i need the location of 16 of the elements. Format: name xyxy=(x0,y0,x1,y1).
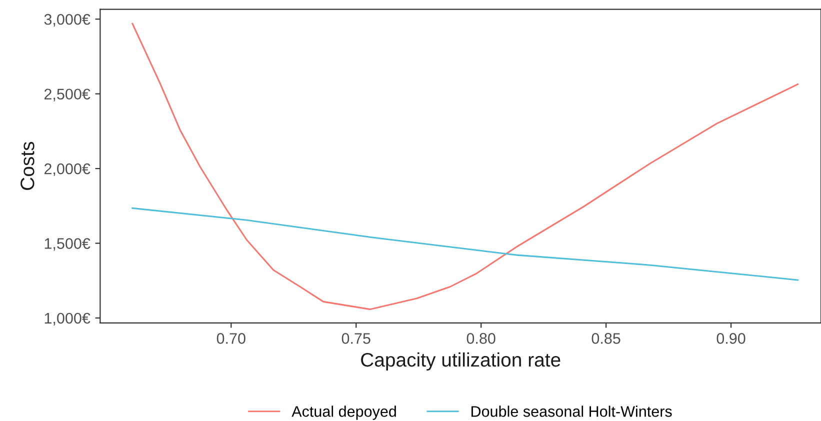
line-series xyxy=(132,22,799,310)
x-tick-label: 0.70 xyxy=(216,333,246,344)
x-tick-label: 0.80 xyxy=(466,333,496,344)
line-series xyxy=(132,207,799,281)
y-tick-label: 2,000€ xyxy=(44,163,90,176)
x-tick-label: 0.85 xyxy=(592,333,620,344)
y-tick-label: 2,500€ xyxy=(44,88,90,102)
x-tick-label: 0.75 xyxy=(342,333,370,344)
legend-label: Double seasonal Holt-Winters xyxy=(472,406,672,417)
y-tick-label: 1,000€ xyxy=(44,312,90,326)
y-tick-label: 1,500€ xyxy=(44,238,90,251)
x-axis-title: Capacity utilization rate xyxy=(361,352,560,371)
x-tick-label: 0.90 xyxy=(716,333,746,344)
y-tick-label: 3,000€ xyxy=(44,14,90,27)
y-axis-title: Costs xyxy=(20,142,34,190)
legend-label: Actual depoyed xyxy=(292,406,396,420)
